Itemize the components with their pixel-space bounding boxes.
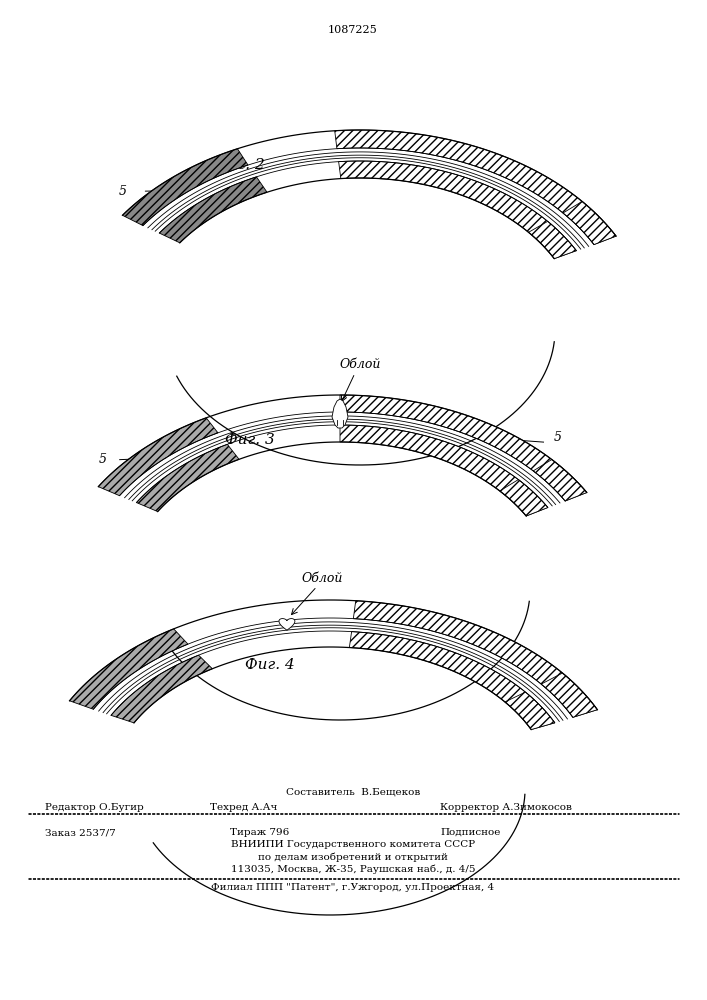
Text: Облой: Облой — [339, 359, 380, 371]
Text: Подписное: Подписное — [440, 828, 501, 837]
Polygon shape — [122, 149, 248, 226]
Polygon shape — [529, 221, 576, 259]
Text: 5: 5 — [99, 453, 107, 466]
Polygon shape — [541, 673, 597, 717]
Polygon shape — [69, 629, 188, 709]
Text: 5: 5 — [554, 431, 561, 444]
Polygon shape — [505, 692, 555, 730]
Polygon shape — [98, 418, 218, 496]
Polygon shape — [111, 655, 212, 723]
Polygon shape — [340, 395, 587, 501]
Text: Тираж 796: Тираж 796 — [230, 828, 289, 837]
Polygon shape — [349, 632, 555, 730]
Polygon shape — [500, 480, 548, 516]
Text: 113035, Москва, Ж-35, Раушская наб., д. 4/5: 113035, Москва, Ж-35, Раушская наб., д. … — [230, 864, 475, 874]
Text: Техред А.Ач: Техред А.Ач — [210, 803, 277, 812]
Polygon shape — [340, 425, 548, 516]
Polygon shape — [136, 444, 239, 512]
Text: Составитель  В.Бещеков: Составитель В.Бещеков — [286, 787, 420, 796]
Polygon shape — [159, 177, 267, 243]
Text: Фиг. 3: Фиг. 3 — [225, 433, 275, 447]
Text: по делам изобретений и открытий: по делам изобретений и открытий — [258, 852, 448, 861]
Text: Фиг. 4: Фиг. 4 — [245, 658, 295, 672]
Polygon shape — [354, 601, 597, 717]
Polygon shape — [334, 130, 616, 245]
Text: Фиг. 2: Фиг. 2 — [215, 158, 265, 172]
Polygon shape — [533, 460, 587, 501]
Text: 1087225: 1087225 — [328, 25, 378, 35]
Polygon shape — [339, 161, 576, 259]
Text: Редактор О.Бугир: Редактор О.Бугир — [45, 803, 144, 812]
Polygon shape — [279, 619, 295, 630]
Text: 5: 5 — [119, 185, 127, 198]
Text: Заказ 2537/7: Заказ 2537/7 — [45, 828, 116, 837]
Text: Филиал ППП "Патент", г.Ужгород, ул.Проектная, 4: Филиал ППП "Патент", г.Ужгород, ул.Проек… — [211, 883, 495, 892]
Polygon shape — [332, 399, 348, 428]
Text: Облой: Облой — [301, 572, 343, 585]
Text: ВНИИПИ Государственного комитета СССР: ВНИИПИ Государственного комитета СССР — [231, 840, 475, 849]
Polygon shape — [563, 201, 616, 245]
Text: Корректор А.Зимокосов: Корректор А.Зимокосов — [440, 803, 572, 812]
